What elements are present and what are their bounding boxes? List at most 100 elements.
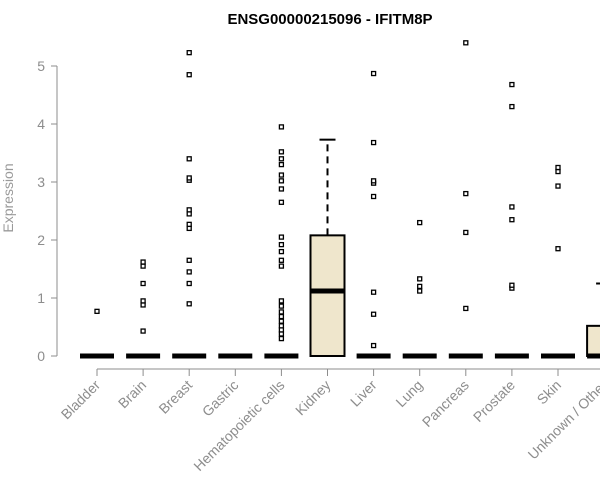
x-tick-label: Liver (347, 377, 380, 410)
outlier-point (278, 323, 285, 329)
box-group (356, 70, 391, 359)
outlier-point (463, 40, 469, 46)
outlier-point (463, 305, 469, 312)
x-tick-label: Pancreas (419, 377, 472, 430)
box-group (402, 219, 437, 359)
outlier-point (370, 289, 377, 295)
y-axis: 0 1 2 3 4 5 (37, 58, 58, 364)
outlier-point (186, 72, 192, 78)
y-axis-label: Expression (0, 163, 16, 232)
outlier-point (186, 301, 192, 307)
outlier-point (417, 288, 423, 294)
outlier-point (509, 103, 515, 110)
outlier-point (463, 229, 469, 236)
outlier-point (278, 156, 285, 162)
outlier-point (278, 248, 285, 255)
outlier-point (278, 298, 285, 304)
outlier-point (140, 280, 146, 287)
outlier-point (278, 149, 285, 155)
box-group (448, 40, 483, 359)
y-tick-label: 4 (37, 116, 45, 132)
x-tick-label: Skin (534, 377, 565, 408)
outlier-point (278, 186, 285, 192)
x-tick-label: Kidney (292, 377, 334, 419)
outlier-point (555, 183, 561, 189)
outlier-point (186, 175, 192, 181)
outlier-point (140, 328, 146, 334)
box-iqr (309, 234, 346, 357)
y-tick-label: 5 (37, 58, 45, 74)
box-group (80, 308, 114, 359)
outlier-point (417, 276, 423, 282)
box-iqr (586, 324, 600, 357)
outlier-point (140, 298, 146, 304)
outlier-point (186, 156, 192, 162)
outlier-point (186, 225, 192, 232)
outlier-point (186, 211, 192, 217)
outlier-point (370, 139, 377, 146)
y-tick-label: 1 (37, 290, 45, 306)
box-group (126, 259, 161, 359)
x-tick-label: Bladder (58, 377, 104, 423)
outlier-point (278, 178, 285, 184)
y-tick-label: 2 (37, 232, 45, 248)
outlier-point (278, 241, 285, 248)
outlier-point (417, 219, 423, 226)
outlier-point (278, 234, 285, 240)
outlier-point (278, 124, 285, 130)
box-group (494, 81, 529, 359)
outlier-point (278, 331, 285, 337)
x-tick-label: Prostate (470, 377, 518, 425)
outlier-point (278, 327, 285, 333)
outlier-point (140, 302, 146, 308)
plot-area (80, 40, 600, 359)
outlier-point (417, 283, 423, 290)
x-tick-label: Brain (115, 377, 149, 411)
outlier-point (555, 164, 561, 171)
outlier-point (555, 168, 561, 175)
outlier-point (370, 311, 377, 317)
box-group (541, 164, 575, 359)
outlier-point (509, 217, 515, 223)
outlier-point (370, 70, 377, 77)
x-tick-label: Lung (392, 377, 425, 410)
box-group (264, 124, 299, 359)
outlier-point (278, 199, 285, 205)
box-group (172, 50, 207, 359)
x-tick-label: Hematopoietic cells (190, 377, 287, 474)
x-tick-label: Gastric (199, 377, 242, 420)
outlier-point (278, 303, 285, 309)
outlier-point (186, 280, 192, 287)
outlier-point (370, 178, 377, 184)
outlier-point (186, 50, 192, 56)
outlier-point (278, 335, 285, 342)
outlier-point (186, 269, 192, 275)
box-group (309, 138, 346, 357)
outlier-point (186, 207, 192, 213)
outlier-point (278, 313, 285, 320)
outlier-point (370, 342, 377, 349)
y-tick-label: 0 (37, 348, 45, 364)
outlier-point (186, 257, 192, 263)
outlier-point (94, 308, 100, 314)
chart-title: ENSG00000215096 - IFITM8P (227, 11, 432, 28)
outlier-point (509, 204, 515, 210)
outlier-point (278, 263, 285, 269)
outlier-point (278, 257, 285, 263)
y-tick-label: 3 (37, 174, 45, 190)
outlier-point (509, 81, 515, 88)
outlier-point (278, 172, 285, 178)
x-tick-label: Breast (155, 377, 195, 417)
outlier-point (278, 318, 285, 324)
box-group (586, 282, 600, 359)
outlier-point (555, 246, 561, 252)
outlier-point (140, 263, 146, 269)
outlier-point (463, 190, 469, 197)
outlier-point (509, 282, 515, 288)
outlier-point (370, 193, 377, 200)
outlier-point (278, 309, 285, 315)
outlier-point (186, 221, 192, 227)
outlier-point (140, 259, 146, 265)
